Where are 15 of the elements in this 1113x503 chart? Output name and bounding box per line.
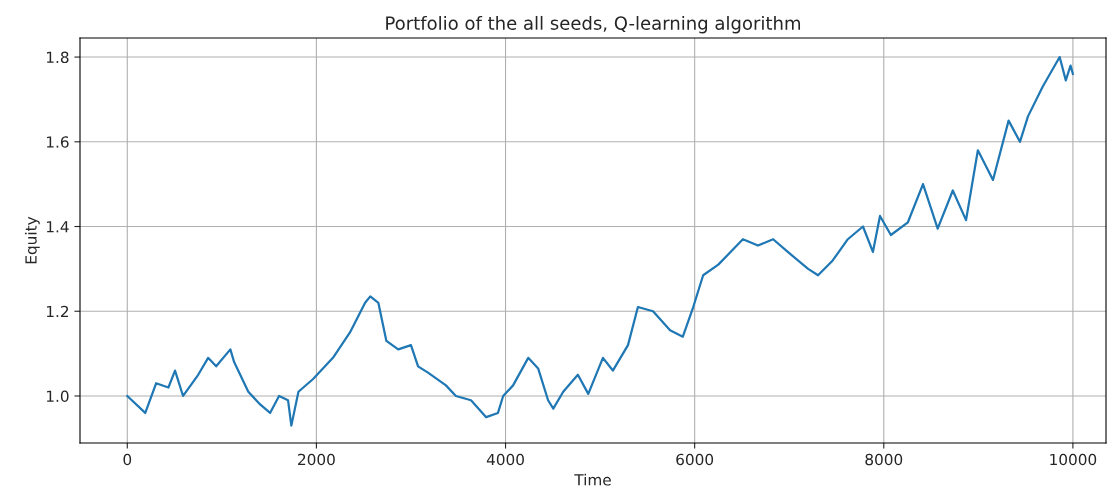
y-tick-label: 1.2	[46, 305, 69, 318]
x-tick-label: 6000	[676, 453, 714, 466]
x-tick-label: 10000	[1050, 453, 1097, 466]
x-tick-label: 2000	[298, 453, 335, 466]
y-tick-label: 1.8	[46, 51, 69, 64]
x-axis-title: Time	[574, 473, 611, 486]
line-series	[126, 55, 1075, 427]
x-tick-label: 4000	[486, 453, 524, 466]
y-tick-label: 1.0	[46, 390, 69, 402]
chart-title: Portfolio of the all seeds, Q-learning algorithm	[386, 15, 801, 34]
y-axis-title: Equity	[24, 216, 40, 264]
x-tick-label: 8000	[865, 453, 903, 466]
y-tick-label: 1.6	[46, 136, 69, 148]
y-tick-label: 1.4	[46, 221, 69, 233]
x-tick-label: 0	[123, 453, 132, 466]
